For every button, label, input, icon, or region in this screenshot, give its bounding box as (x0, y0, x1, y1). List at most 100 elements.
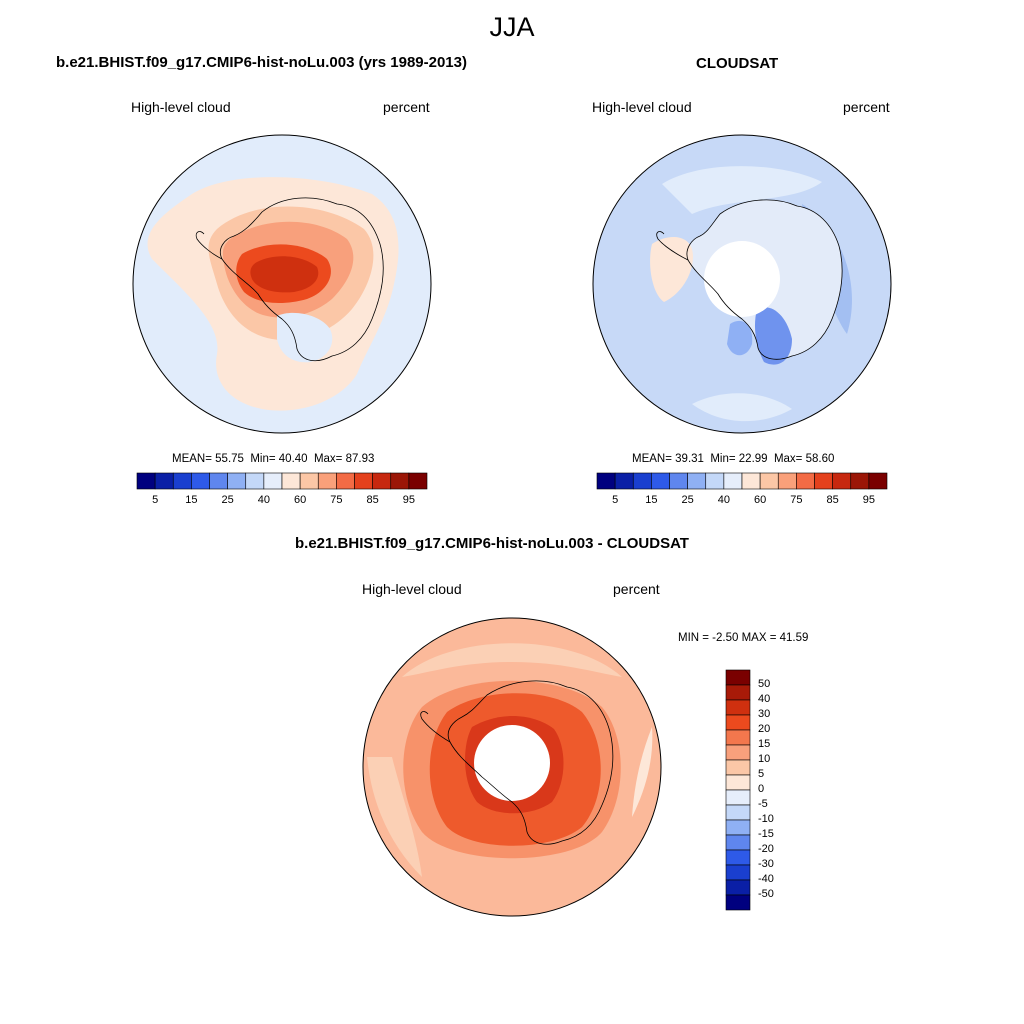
colorbar-tick-label: -20 (758, 843, 774, 855)
colorbar-swatch (723, 472, 743, 490)
colorbar-tick-label: 40 (758, 693, 771, 705)
colorbar-swatch (725, 789, 751, 806)
panel-2-map-border (592, 134, 892, 434)
colorbar-swatch (191, 472, 210, 490)
colorbar-tick-label: 25 (681, 494, 694, 506)
panel-2-antarctica-coastline (656, 199, 843, 360)
colorbar-tick-label: 40 (717, 494, 730, 506)
colorbar-tick-label: 5 (612, 494, 619, 506)
colorbar-swatch (868, 472, 888, 490)
colorbar-tick-label: 75 (330, 494, 343, 506)
colorbar-swatch (725, 684, 751, 701)
panel-2-map (592, 134, 892, 434)
panel-2-variable-label: High-level cloud (592, 99, 692, 115)
colorbar-swatch (227, 472, 247, 490)
colorbar-swatch (725, 729, 751, 746)
colorbar-swatch (281, 472, 301, 490)
colorbar-tick-label: 95 (402, 494, 415, 506)
panel-1-map-border (132, 134, 432, 434)
colorbar-tick-label: 5 (758, 768, 765, 780)
colorbar-swatch (796, 472, 815, 490)
panel-1-ross-blue (277, 312, 333, 363)
colorbar-swatch (354, 472, 373, 490)
colorbar-swatch (687, 472, 707, 490)
panel-2-title: CLOUDSAT (696, 55, 779, 72)
colorbar-swatch (725, 804, 751, 821)
colorbar-swatch (614, 472, 634, 490)
colorbar-tick-label: 85 (366, 494, 379, 506)
colorbar-tick-label: 15 (645, 494, 658, 506)
colorbar-swatch (705, 472, 725, 490)
colorbar-tick-label: 60 (754, 494, 767, 506)
colorbar-swatch (209, 472, 228, 490)
colorbar-swatch (759, 472, 779, 490)
colorbar-tick-label: 15 (758, 738, 771, 750)
colorbar-tick-label: -30 (758, 858, 774, 870)
colorbar-swatch (725, 834, 751, 851)
panel-3-pale-ring-top (402, 643, 622, 677)
colorbar-swatch (725, 849, 751, 866)
colorbar-swatch (725, 819, 751, 836)
colorbar-tick-label: 0 (758, 783, 765, 795)
colorbar-swatch (725, 894, 751, 911)
panel-2-stats: MEAN= 39.31 Min= 22.99 Max= 58.60 (632, 453, 835, 465)
colorbar-swatch (632, 472, 652, 490)
colorbar-tick-label: 50 (758, 678, 771, 690)
colorbar-swatch (245, 472, 265, 490)
colorbar-tick-label: 40 (257, 494, 270, 506)
panel-1-title: b.e21.BHIST.f09_g17.CMIP6-hist-noLu.003 … (56, 54, 467, 71)
panel-2-ross-dark (754, 307, 792, 365)
colorbar-swatch (596, 472, 616, 490)
panel-1-map (132, 134, 432, 434)
colorbar-swatch (814, 472, 833, 490)
colorbar-tick-label: 95 (862, 494, 875, 506)
colorbar-swatch (741, 472, 761, 490)
colorbar-tick-label: 10 (758, 753, 771, 765)
colorbar-tick-label: -50 (758, 888, 774, 900)
colorbar-swatch (317, 472, 337, 490)
colorbar-swatch (725, 714, 751, 731)
colorbar-swatch (336, 472, 355, 490)
colorbar-swatch (725, 774, 751, 791)
colorbar-swatch (725, 759, 751, 776)
colorbar-swatch (651, 472, 670, 490)
panel-3-colorbar (725, 669, 751, 911)
colorbar-swatch (725, 744, 751, 761)
colorbar-tick-label: 25 (221, 494, 234, 506)
colorbar-tick-label: 20 (758, 723, 771, 735)
panel-2-colorbar (596, 472, 888, 490)
panel-2-peninsula-warm (650, 237, 693, 302)
panel-3-pale-ring-left (367, 757, 422, 877)
colorbar-swatch (372, 472, 392, 490)
panel-3-polar-hole (474, 725, 550, 801)
panel-3-units-label: percent (613, 581, 660, 597)
colorbar-swatch (725, 879, 751, 896)
panel-2-light-band-2 (692, 393, 792, 422)
panel-3-pale-ring-right (632, 727, 653, 817)
panel-2-units-label: percent (843, 99, 890, 115)
panel-3-map (362, 617, 662, 917)
panel-1-colorbar (136, 472, 428, 490)
colorbar-tick-label: 5 (152, 494, 159, 506)
colorbar-swatch (832, 472, 852, 490)
colorbar-tick-label: 75 (790, 494, 803, 506)
colorbar-swatch (408, 472, 428, 490)
panel-1-variable-label: High-level cloud (131, 99, 231, 115)
colorbar-tick-label: -40 (758, 873, 774, 885)
panel-3-min-max: MIN = -2.50 MAX = 41.59 (678, 632, 809, 644)
panel-1-stats: MEAN= 55.75 Min= 40.40 Max= 87.93 (172, 453, 375, 465)
panel-3-variable-label: High-level cloud (362, 581, 462, 597)
colorbar-swatch (725, 699, 751, 716)
colorbar-swatch (669, 472, 688, 490)
panel-2-polar-hole (704, 241, 780, 317)
colorbar-swatch (850, 472, 870, 490)
colorbar-tick-label: 15 (185, 494, 198, 506)
colorbar-swatch (390, 472, 410, 490)
panel-1-antarctica-coastline (195, 197, 384, 362)
colorbar-swatch (263, 472, 283, 490)
panel-1-units-label: percent (383, 99, 430, 115)
panel-2-light-band (662, 166, 822, 214)
colorbar-swatch (172, 472, 192, 490)
colorbar-tick-label: -10 (758, 813, 774, 825)
panel-3-title: b.e21.BHIST.f09_g17.CMIP6-hist-noLu.003 … (295, 535, 689, 552)
